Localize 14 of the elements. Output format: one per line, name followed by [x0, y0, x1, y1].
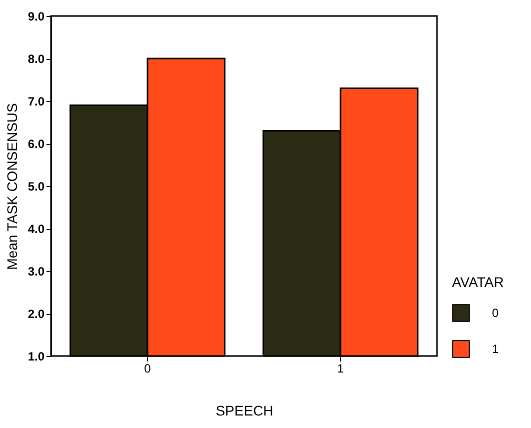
y-tick-label: 7.0: [28, 94, 45, 108]
x-axis-title: SPEECH: [216, 402, 274, 418]
y-tick-label: 3.0: [28, 264, 45, 278]
y-tick-label: 8.0: [28, 52, 45, 66]
y-tick-label: 4.0: [28, 222, 45, 236]
y-tick-label: 2.0: [28, 307, 45, 321]
legend-label: 0: [492, 306, 499, 320]
legend-label: 1: [492, 342, 499, 356]
y-tick-label: 5.0: [28, 180, 45, 194]
y-tick-label: 1.0: [28, 350, 45, 364]
legend-title: AVATAR: [452, 274, 504, 290]
y-tick-label: 6.0: [28, 137, 45, 151]
y-axis-title: Mean TASK CONSENSUS: [4, 103, 20, 270]
y-tick-label: 9.0: [28, 10, 45, 24]
